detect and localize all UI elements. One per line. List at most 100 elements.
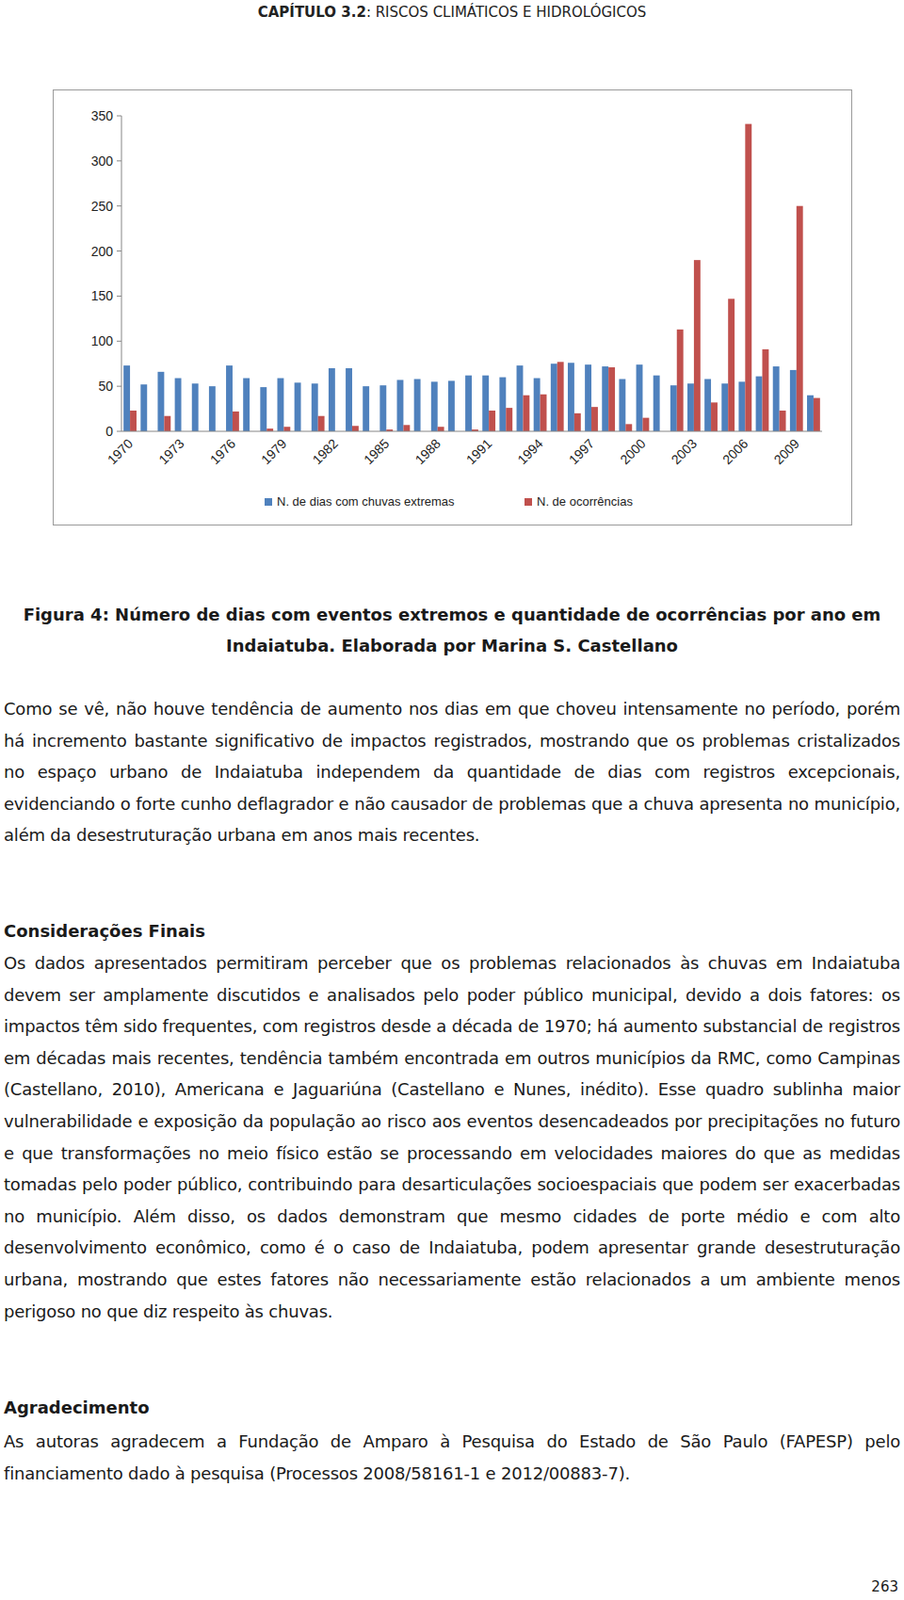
y-tick-label: 50 bbox=[97, 378, 113, 394]
bar bbox=[505, 407, 513, 432]
bar bbox=[352, 425, 359, 432]
bar bbox=[226, 365, 233, 432]
x-tick-label: 1970 bbox=[104, 435, 136, 468]
y-axis bbox=[121, 115, 123, 432]
legend-label: N. de ocorrências bbox=[536, 494, 633, 509]
bar bbox=[192, 383, 199, 432]
bar bbox=[163, 416, 171, 432]
x-tick-label: 2006 bbox=[719, 435, 751, 468]
bar bbox=[790, 370, 797, 432]
bar bbox=[557, 361, 565, 432]
y-tick-label: 200 bbox=[91, 243, 114, 259]
bar bbox=[242, 378, 250, 432]
bar bbox=[550, 363, 558, 432]
y-tick bbox=[116, 386, 122, 388]
page-number: 263 bbox=[871, 1578, 899, 1596]
bar bbox=[540, 394, 548, 432]
chapter-label: CAPÍTULO 3.2 bbox=[258, 3, 367, 21]
legend-swatch bbox=[524, 498, 533, 506]
bar bbox=[618, 378, 626, 432]
x-tick-label: 1985 bbox=[360, 435, 392, 468]
bar bbox=[276, 378, 284, 432]
y-tick bbox=[116, 295, 122, 297]
bar bbox=[318, 416, 325, 432]
bar bbox=[727, 298, 735, 432]
bar bbox=[591, 406, 598, 432]
x-tick-label: 1973 bbox=[155, 435, 187, 468]
y-tick bbox=[116, 431, 122, 433]
bar bbox=[516, 365, 524, 432]
figure-caption: Figura 4: Número de dias com eventos ext… bbox=[0, 602, 904, 628]
bar bbox=[670, 385, 678, 432]
chapter-title: : RISCOS CLIMÁTICOS E HIDROLÓGICOS bbox=[366, 3, 646, 21]
y-tick-label: 150 bbox=[91, 288, 114, 304]
bar bbox=[584, 364, 592, 432]
bar bbox=[482, 375, 489, 432]
x-tick-label: 1976 bbox=[207, 435, 239, 468]
bar bbox=[574, 413, 582, 432]
bar bbox=[488, 410, 496, 432]
bar bbox=[687, 383, 695, 432]
bar bbox=[653, 375, 661, 432]
bar bbox=[567, 362, 575, 432]
legend-label: N. de dias com chuvas extremas bbox=[276, 494, 455, 509]
bar bbox=[259, 387, 267, 432]
bar bbox=[397, 379, 404, 432]
x-tick-label: 1991 bbox=[463, 435, 495, 468]
bar bbox=[379, 385, 387, 432]
chart-frame: 0501001502002503003501970197319761979198… bbox=[52, 89, 853, 526]
bar bbox=[522, 395, 530, 432]
bar bbox=[636, 364, 644, 432]
bar bbox=[403, 424, 410, 432]
bar bbox=[704, 378, 711, 432]
bar bbox=[625, 423, 632, 432]
bar bbox=[744, 124, 752, 432]
bar bbox=[499, 377, 506, 432]
y-tick-label: 100 bbox=[91, 333, 114, 349]
x-tick-label: 1988 bbox=[411, 435, 443, 468]
bar bbox=[465, 375, 472, 432]
bar bbox=[437, 426, 445, 432]
bar bbox=[694, 259, 701, 432]
section-heading: Considerações Finais bbox=[3, 915, 206, 948]
figure-caption: Indaiatuba. Elaborada por Marina S. Cast… bbox=[0, 633, 904, 659]
bar bbox=[642, 418, 649, 432]
x-tick-label: 2000 bbox=[616, 435, 648, 468]
x-tick-label: 1997 bbox=[565, 435, 598, 468]
bar bbox=[756, 376, 763, 432]
bar bbox=[345, 368, 353, 432]
y-tick bbox=[116, 250, 122, 252]
x-axis bbox=[121, 431, 823, 433]
bar bbox=[601, 366, 609, 432]
bar bbox=[608, 367, 615, 432]
bar bbox=[721, 383, 728, 432]
y-tick bbox=[116, 160, 122, 162]
bar bbox=[157, 371, 164, 432]
y-tick-label: 300 bbox=[91, 153, 114, 169]
x-tick-label: 1994 bbox=[514, 435, 546, 468]
y-tick bbox=[116, 115, 122, 117]
chart: 0501001502002503003501970197319761979198… bbox=[53, 90, 852, 525]
bar bbox=[294, 382, 302, 432]
bar bbox=[328, 368, 336, 432]
bar bbox=[283, 426, 291, 432]
x-tick-label: 2009 bbox=[771, 435, 803, 468]
bar bbox=[175, 378, 182, 432]
bar bbox=[677, 329, 684, 432]
bar bbox=[140, 384, 147, 432]
bar bbox=[710, 402, 718, 432]
bar bbox=[779, 410, 787, 432]
bar bbox=[761, 349, 769, 432]
bar bbox=[813, 398, 821, 432]
bar bbox=[209, 386, 216, 432]
bar bbox=[773, 366, 780, 432]
bar bbox=[232, 411, 240, 432]
bar bbox=[311, 383, 319, 432]
bars bbox=[123, 124, 821, 432]
x-tick-label: 1982 bbox=[309, 435, 341, 468]
bar bbox=[448, 380, 455, 432]
bar bbox=[738, 381, 745, 432]
y-tick-label: 250 bbox=[91, 198, 114, 214]
legend-swatch bbox=[264, 498, 273, 506]
x-tick-label: 1979 bbox=[258, 435, 290, 468]
